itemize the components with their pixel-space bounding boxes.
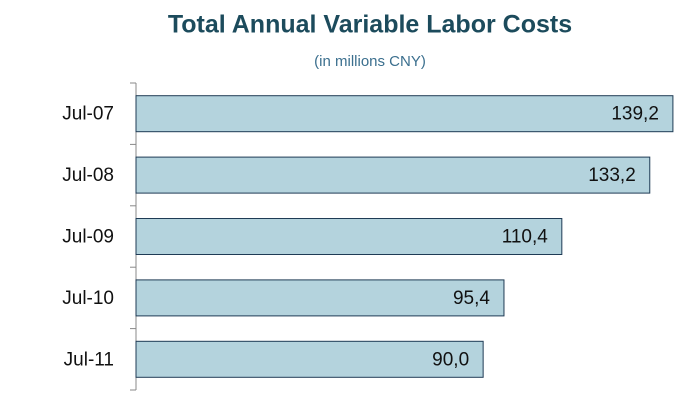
y-tick-label: Jul-11 [64,349,114,370]
bar [135,279,505,317]
bar [135,218,563,255]
value-label: 90,0 [432,349,469,370]
y-tick-label: Jul-10 [62,288,114,309]
bar [135,340,484,378]
value-label: 95,4 [453,288,490,309]
y-tick-label: Jul-08 [62,165,114,186]
bar [135,95,674,133]
bar [135,156,651,194]
value-label: 110,4 [502,227,549,248]
chart-title: Total Annual Variable Labor Costs [168,11,572,39]
value-label: 139,2 [611,104,659,125]
y-tick-label: Jul-07 [62,104,114,125]
value-label: 133,2 [588,165,636,186]
y-tick-label: Jul-09 [62,227,114,248]
chart-subtitle: (in millions CNY) [314,53,426,70]
